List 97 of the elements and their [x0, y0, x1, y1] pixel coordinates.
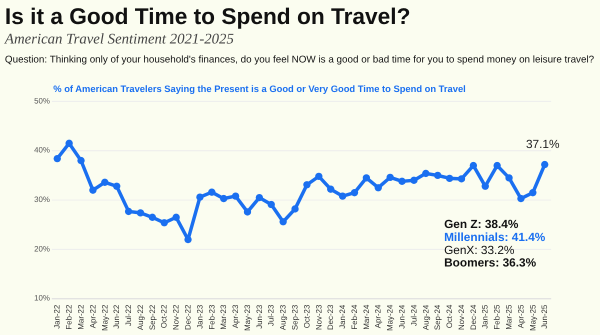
point: [172, 214, 180, 221]
text: % of American Travelers Saying the Present is a Good or Very Good Time to Spend on Travel: [53, 84, 466, 94]
point: [434, 172, 442, 180]
y-tick-label: 40%: [34, 146, 50, 155]
point: [220, 194, 228, 202]
x-tick-label: Mar-22: [76, 304, 86, 330]
point: [101, 178, 108, 186]
x-tick-label: Jan-22: [52, 304, 62, 329]
x-tick-label: Aug-22: [136, 304, 145, 330]
point: [350, 189, 358, 196]
x-tick-label: Mar-25: [504, 304, 514, 330]
point: [279, 218, 287, 226]
annotation: Gen Z: 38.4%: [444, 217, 519, 232]
x-tick-label: Sep-24: [433, 304, 442, 330]
y-tick-label: 30%: [34, 195, 50, 204]
x-tick-label: Nov-22: [172, 304, 181, 330]
x-tick-label: Aug-23: [278, 304, 288, 330]
x-tick-label: Apr-23: [231, 304, 240, 328]
x-tick-label: Nov-23: [314, 304, 324, 330]
x-tick-label: Jan-24: [338, 304, 348, 329]
point: [160, 219, 168, 226]
point: [327, 186, 334, 193]
x-tick-label: Feb-22: [64, 304, 74, 330]
x-tick-label: Oct-22: [160, 304, 169, 328]
point: [338, 192, 346, 200]
x-tick-label: Mar-24: [362, 304, 371, 330]
point: [54, 154, 61, 162]
x-tick-label: May-23: [242, 304, 252, 331]
point: [65, 140, 73, 147]
x-tick-label: Jun-25: [540, 304, 550, 329]
point: [303, 181, 311, 188]
point: [244, 208, 252, 216]
point: [446, 174, 454, 182]
point: [458, 175, 466, 182]
x-tick-label: Mar-23: [219, 304, 228, 330]
point: [505, 174, 513, 182]
x-tick-label: Oct-23: [302, 304, 312, 328]
x-tick-label: Sep-23: [290, 304, 300, 330]
x-tick-label: Dec-24: [468, 304, 478, 330]
point: [410, 176, 418, 184]
point: [541, 160, 548, 168]
point: [422, 170, 430, 178]
x-tick-label: Feb-23: [207, 304, 216, 330]
point: [386, 174, 394, 182]
x-tick-label: Aug-24: [421, 304, 430, 330]
chart-subtitle: American Travel Sentiment 2021-2025: [4, 32, 234, 48]
point: [470, 162, 478, 170]
annotation: Boomers: 36.3%: [444, 256, 537, 270]
point: [232, 192, 240, 200]
x-tick-label: Dec-22: [184, 304, 193, 330]
x-tick-label: Nov-24: [456, 304, 466, 330]
point: [89, 186, 97, 194]
x-tick-label: Jul-22: [124, 304, 134, 326]
point: [315, 172, 322, 180]
text: Question: Thinking only of your household's finances, do you feel NOW is a good or bad time for you to spend money on leisure travel?: [4, 54, 595, 66]
point: [494, 162, 501, 170]
y-tick-label: 20%: [34, 244, 50, 254]
point: [256, 194, 264, 202]
x-tick-label: Jan-25: [480, 304, 490, 329]
point: [113, 182, 120, 190]
x-tick-label: May-22: [100, 304, 110, 331]
x-tick-label: Jan-23: [195, 304, 204, 329]
x-tick-label: May-24: [386, 304, 395, 331]
x-tick-label: Jun-24: [398, 304, 407, 329]
x-tick-label: Oct-24: [445, 304, 454, 328]
x-tick-label: Apr-24: [374, 304, 383, 328]
y-tick-label: 50%: [34, 96, 50, 106]
point: [482, 182, 489, 190]
point: [196, 193, 204, 201]
y-tick-label: 10%: [34, 294, 50, 303]
point: [374, 184, 382, 192]
point: [124, 208, 132, 216]
x-tick-label: May-25: [528, 304, 538, 331]
x-tick-label: Apr-25: [516, 304, 526, 328]
x-tick-label: Jul-23: [266, 304, 276, 326]
x-tick-label: Jun-23: [254, 304, 264, 329]
point: [362, 174, 370, 182]
point: [529, 189, 536, 196]
x-tick-label: Feb-24: [350, 304, 359, 330]
point: [77, 156, 85, 164]
point: [517, 194, 525, 202]
annotation: GenX: 33.2%: [444, 242, 515, 257]
x-tick-label: Sep-22: [148, 304, 157, 330]
point: [398, 178, 406, 185]
annotation: 37.1%: [526, 136, 560, 151]
x-tick-label: Apr-22: [88, 304, 98, 328]
annotation: Millennials: 41.4%: [444, 230, 546, 244]
point: [148, 214, 156, 221]
point: [268, 200, 275, 208]
point: [291, 205, 299, 213]
point: [136, 209, 144, 217]
chart-title: Is it a Good Time to Spend on Travel?: [4, 2, 410, 29]
point: [208, 188, 216, 196]
x-tick-label: Dec-23: [326, 304, 336, 330]
x-tick-label: Jun-22: [112, 304, 122, 329]
x-tick-label: Feb-25: [492, 304, 502, 330]
x-tick-label: Jul-24: [409, 304, 418, 326]
